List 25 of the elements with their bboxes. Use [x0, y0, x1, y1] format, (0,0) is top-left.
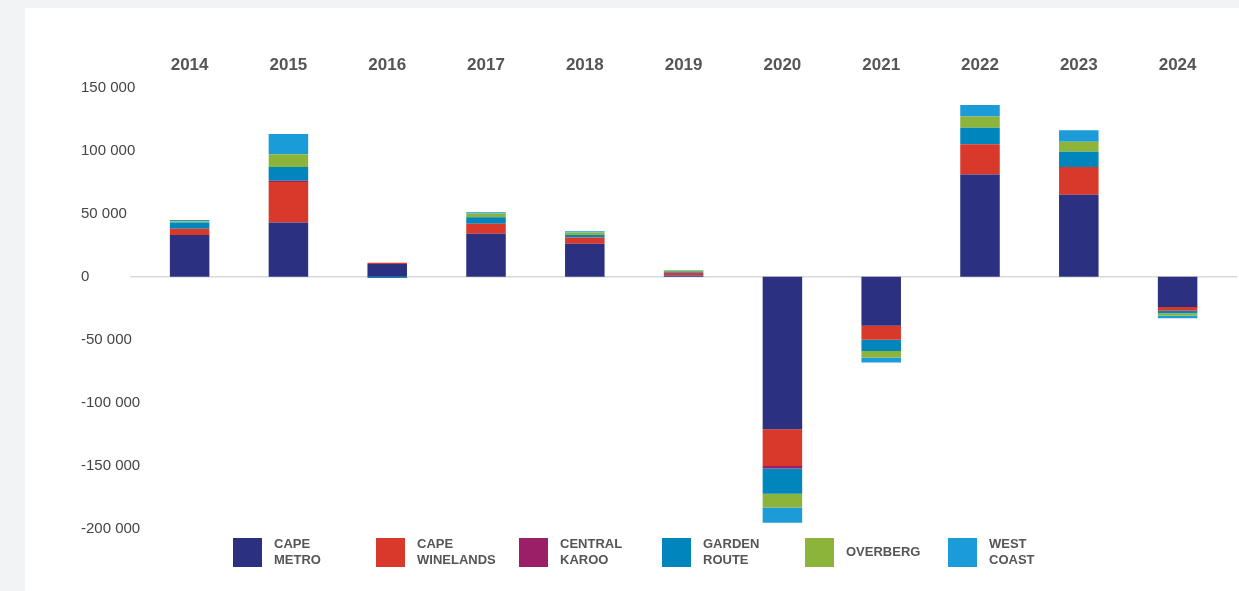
legend-label: OVERBERG [846, 544, 922, 560]
x-tick-label: 2020 [763, 54, 802, 74]
y-tick-label: 0 [81, 266, 90, 284]
y-tick-label: -150 000 [81, 456, 141, 474]
y-tick-label: -200 000 [81, 519, 141, 537]
legend-label: CAPE WINELANDS [417, 536, 497, 568]
legend-label: CENTRAL KAROO [560, 536, 623, 568]
legend-label: CAPE METRO [274, 536, 322, 568]
x-tick-label: 2014 [170, 54, 210, 74]
x-tick-label: 2023 [1059, 54, 1098, 74]
x-tick-label: 2024 [1158, 54, 1198, 74]
y-tick-label: 50 000 [81, 203, 127, 221]
x-tick-label: 2019 [664, 54, 703, 74]
x-tick-label: 2021 [862, 54, 901, 74]
x-tick-label: 2022 [961, 54, 999, 74]
x-tick-label: 2018 [565, 54, 604, 74]
x-tick-label: 2017 [467, 54, 505, 74]
legend-label: GARDEN ROUTE [703, 536, 761, 568]
x-tick-label: 2016 [368, 54, 407, 74]
y-tick-label: 100 000 [81, 140, 136, 158]
y-tick-label: -100 000 [81, 392, 141, 410]
y-tick-label: -50 000 [81, 329, 132, 347]
legend-label: WEST COAST [989, 536, 1036, 568]
y-tick-label: 150 000 [81, 77, 136, 95]
x-tick-label: 2015 [269, 54, 308, 74]
